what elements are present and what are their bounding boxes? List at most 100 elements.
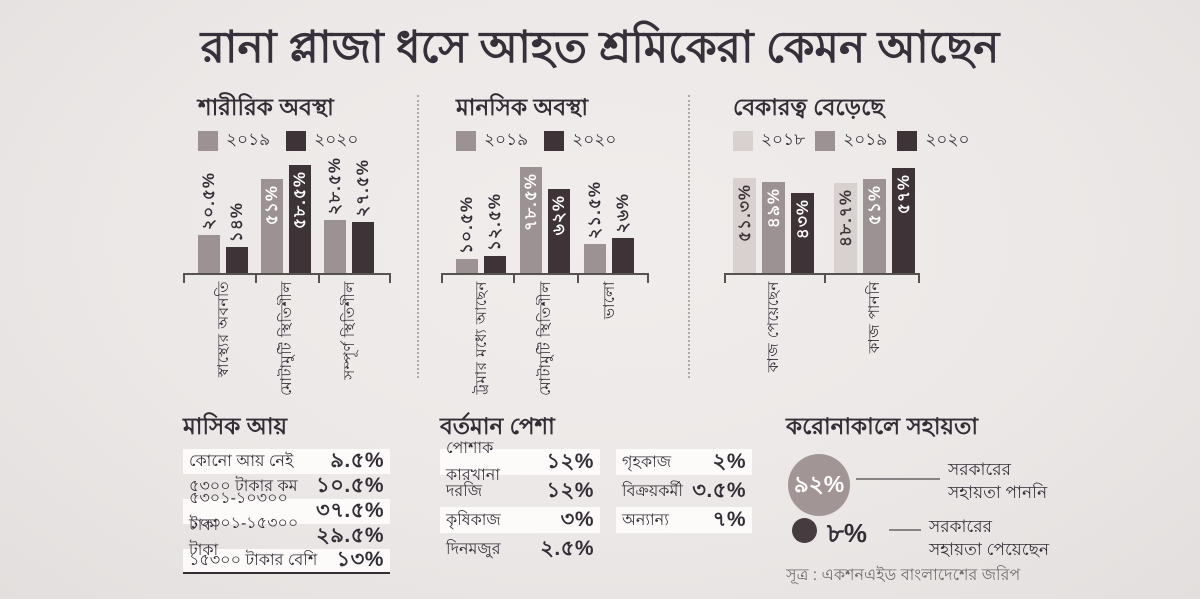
x-axis-line <box>724 273 920 275</box>
monthly-income-panel: মাসিক আয় কোনো আয় নেই ৯.৫% ৫৩০০ টাকার কম ১… <box>183 412 390 574</box>
bar <box>226 247 248 273</box>
row-label: অন্যান্য <box>622 511 669 529</box>
bar-group: ২০.৫% ১৪% <box>198 172 248 273</box>
row-value: ১৩% <box>336 548 384 571</box>
bar-group: ৫১% ৫৮.৫% <box>261 165 311 273</box>
no-assistance-percent: ৯২% <box>793 470 845 497</box>
bar-value-label: ১২.৫% <box>485 193 504 251</box>
axis-category-label: কাজ পাননি <box>866 281 883 354</box>
bar <box>548 189 570 273</box>
table-row: দিনমজুর ২.৫% <box>440 536 600 562</box>
bar <box>612 238 634 273</box>
bar-cell: ৪৯% <box>762 182 785 273</box>
legend-item: ২০২০ <box>897 127 970 155</box>
bar <box>352 222 374 273</box>
axis-category-label: ট্রমার মধ্যে আছেন <box>472 281 490 395</box>
table-row: ১৫৩০০ টাকার বেশি ১৩% <box>183 548 390 574</box>
axis-tick <box>577 274 579 283</box>
occupation-column-1: পোশাক কারখানা ১২% দরজি ১২% কৃষিকাজ ৩% দিনমজুর ২… <box>440 440 600 565</box>
bar-cell: ১০.৫% <box>456 196 478 273</box>
axis-category-label: স্বাস্থ্যের অবনতি <box>214 281 232 378</box>
bar-cell: ৬২% <box>548 189 570 273</box>
occupation-column-2: গৃহকাজ ২% বিক্রয়কর্মী ৩.৫% অন্যান্য ৭% <box>616 449 752 565</box>
bar-value-label: ৫১.৩% <box>734 184 754 242</box>
row-label: ১০৩০১-১৫৩০০ টাকা <box>189 514 299 559</box>
bar <box>261 179 283 273</box>
bars-area: ১০.৫% ১২.৫% ৭৮.৫% ৬২% ২১.৫% ২৬% <box>441 159 634 273</box>
chart-legend: ২০১৯ ২০২০ <box>456 130 634 151</box>
income-title: মাসিক আয় <box>183 413 288 439</box>
bar-cell: ৫১% <box>863 179 886 273</box>
row-label: কোনো আয় নেই <box>189 453 294 470</box>
bar-value-label: ২৭.৫% <box>353 159 372 217</box>
occupation-table: পোশাক কারখানা ১২% দরজি ১২% কৃষিকাজ ৩% দিনমজুর ২… <box>440 440 752 565</box>
row-value: ২.৫% <box>540 536 594 560</box>
table-row: ৫৩০০ টাকার কম ১০.৫% <box>183 474 390 499</box>
connector-line <box>889 529 921 531</box>
bars-area: ৫১.৩% ৪৯% ৪৩% ৪৮.৭% ৫১% ৫৭% <box>724 159 970 273</box>
bar-cell: ৫৭% <box>892 168 915 273</box>
row-label: গৃহকাজ <box>622 453 672 471</box>
row-value: ১০.৫% <box>316 474 384 497</box>
occupation-title: বর্তমান পেশা <box>440 413 555 439</box>
x-axis-labels: স্বাস্থ্যের অবনতি মোটামুটি স্থিতিশীল সম্পূ… <box>183 281 374 396</box>
legend-label: ২০১৯ <box>843 130 888 149</box>
legend-label: ২০২০ <box>925 130 970 149</box>
row-label: ৫৩০১-১০৩০০ টাকা <box>189 489 288 534</box>
axis-tick <box>441 274 443 283</box>
bar <box>863 179 886 273</box>
connector-line <box>856 478 940 480</box>
x-axis-labels: কাজ পেয়েছেন কাজ পাননি <box>724 281 970 383</box>
bar-cell: ২৬% <box>612 193 634 273</box>
bar <box>762 182 785 273</box>
legend-item: ২০২০ <box>544 127 616 155</box>
row-label: কৃষিকাজ <box>446 511 501 529</box>
x-axis-line <box>183 273 391 275</box>
legend-swatch <box>456 131 476 151</box>
bar-cell: ২০.৫% <box>198 172 220 273</box>
row-label: পোশাক কারখানা <box>446 440 500 484</box>
axis-tick <box>254 274 257 283</box>
assistance-title: করোনাকালে সহায়তা <box>786 413 979 439</box>
row-value: ১২% <box>546 478 594 502</box>
legend-label: ২০২০ <box>314 130 359 149</box>
legend-item: ২০১৯ <box>456 127 528 155</box>
source-credit: সূত্র : একশনএইড বাংলাদেশের জরিপ <box>786 567 1021 584</box>
bar <box>456 259 478 273</box>
bar-plot: ২০.৫% ১৪% ৫১% ৫৮.৫% ২৮.৫% ২৭.৫% <box>183 157 391 283</box>
bar <box>733 178 756 273</box>
legend-item: ২০১৮ <box>733 127 805 155</box>
axis-tick <box>824 274 826 283</box>
bar-group: ৫১.৩% ৪৯% ৪৩% <box>733 178 814 273</box>
bar <box>834 183 857 273</box>
legend-label: ২০১৮ <box>761 130 806 149</box>
bar <box>584 244 606 273</box>
no-assistance-circle: ৯২% <box>788 454 850 516</box>
legend-label: ২০২০ <box>572 130 617 149</box>
bar-value-label: ৫৭% <box>893 174 913 215</box>
bar-value-label: ২০.৫% <box>199 172 218 230</box>
legend-swatch <box>733 131 753 151</box>
bar-group: ৪৮.৭% ৫১% ৫৭% <box>834 168 915 273</box>
bar-group: ২১.৫% ২৬% <box>584 181 634 273</box>
table-row: গৃহকাজ ২% <box>616 449 752 475</box>
table-row: বিক্রয়কর্মী ৩.৫% <box>616 478 752 504</box>
row-value: ৩.৫% <box>692 478 746 502</box>
legend-item: ২০১৯ <box>198 127 270 155</box>
bar-cell: ২১.৫% <box>584 181 606 273</box>
bar-value-label: ৫১% <box>864 185 884 226</box>
table-row: পোশাক কারখানা ১২% <box>440 440 600 484</box>
row-label: বিক্রয়কর্মী <box>622 482 683 500</box>
legend-swatch <box>198 131 218 151</box>
axis-category-label: সম্পূর্ণ স্থিতিশীল <box>340 281 358 380</box>
axis-tick <box>647 274 649 283</box>
x-axis-category: ভালো <box>584 281 634 383</box>
bar-cell: ৭৮.৫% <box>520 167 542 273</box>
bar <box>198 235 220 273</box>
bars-area: ২০.৫% ১৪% ৫১% ৫৮.৫% ২৮.৫% ২৭.৫% <box>183 157 374 273</box>
x-axis-line <box>441 273 649 275</box>
table-row: দরজি ১২% <box>440 478 600 504</box>
legend-swatch <box>544 131 565 151</box>
chart-legend: ২০১৯ ২০২০ <box>198 130 374 151</box>
